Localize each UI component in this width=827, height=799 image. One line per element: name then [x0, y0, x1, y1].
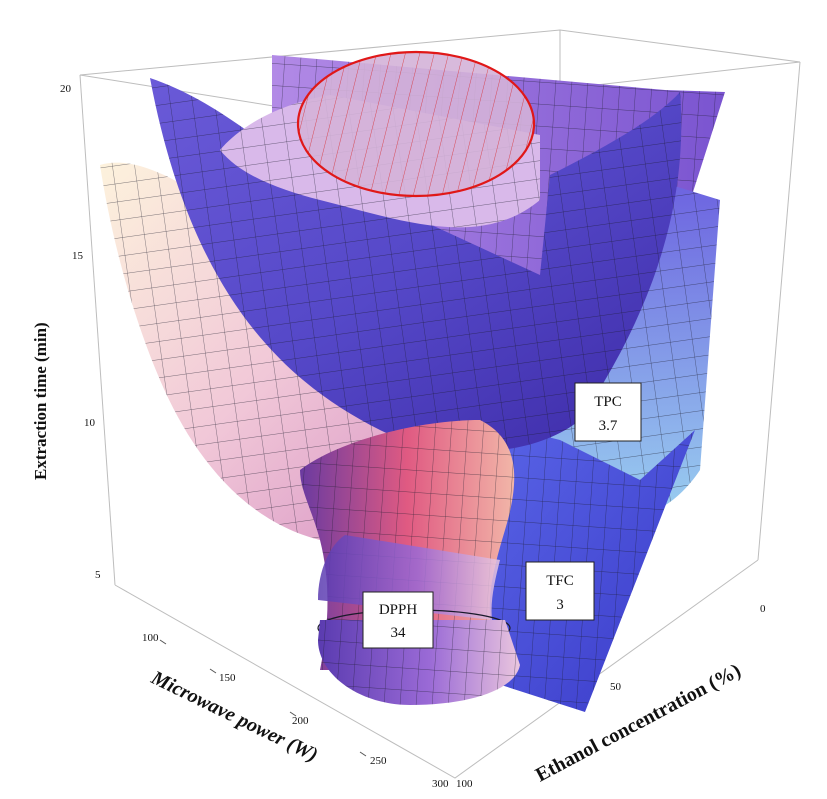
label-tfc: TFC 3 — [525, 561, 595, 621]
y-tick-label: 50 — [610, 681, 622, 693]
x-tick-label: 250 — [370, 755, 387, 767]
label-dpph: DPPH 34 — [362, 591, 434, 649]
z-tick-label: 20 — [60, 83, 72, 95]
label-tpc: TPC 3.7 — [574, 382, 642, 442]
label-dpph-name: DPPH — [379, 602, 418, 618]
z-tick-label: 15 — [72, 250, 84, 262]
z-axis: 5 10 15 20 Extraction time (min) — [31, 83, 101, 581]
label-tpc-value: 3.7 — [599, 418, 618, 434]
x-tick-label: 200 — [292, 715, 309, 727]
x-tick-label: 300 — [432, 778, 449, 790]
z-tick-label: 10 — [84, 417, 96, 429]
highlight-ellipse — [296, 50, 536, 198]
x-tick-label: 150 — [219, 672, 236, 684]
x-tick-label: 100 — [142, 632, 159, 644]
y-tick-label: 0 — [760, 603, 766, 615]
label-tfc-value: 3 — [556, 597, 564, 613]
surface-dpph — [300, 420, 520, 705]
y-tick-label: 100 — [456, 778, 473, 790]
label-tfc-name: TFC — [546, 573, 574, 589]
z-tick-label: 5 — [95, 569, 101, 581]
label-dpph-value: 34 — [391, 625, 407, 641]
z-axis-title: Extraction time (min) — [31, 322, 50, 480]
label-tpc-name: TPC — [594, 394, 622, 410]
